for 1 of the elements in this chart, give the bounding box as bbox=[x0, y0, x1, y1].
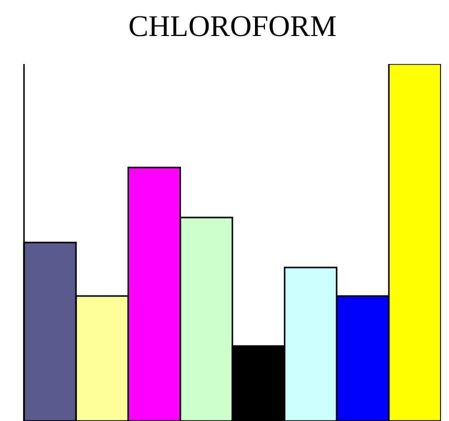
chart-title: CHLOROFORM bbox=[127, 10, 338, 44]
